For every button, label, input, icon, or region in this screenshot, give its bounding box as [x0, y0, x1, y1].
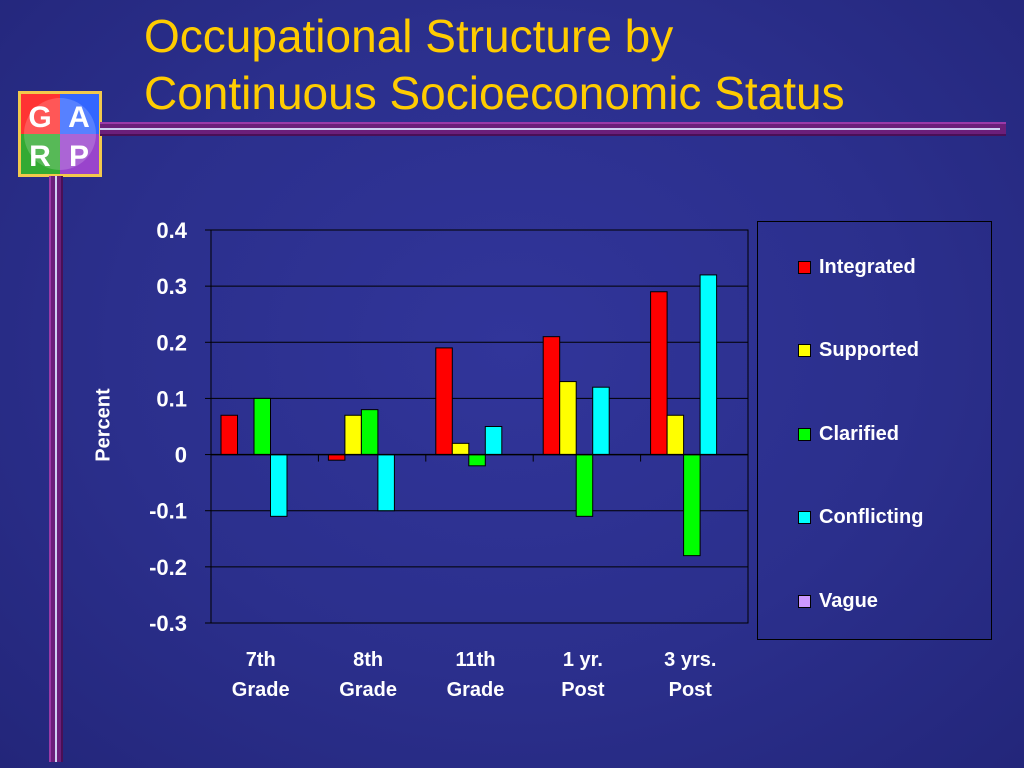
title-divider-horizontal — [100, 122, 1006, 136]
bar-conflicting — [699, 274, 718, 456]
legend-item-clarified: Clarified — [798, 422, 899, 446]
legend-label: Clarified — [819, 422, 900, 445]
bar-supported — [451, 442, 470, 456]
bar-integrated — [220, 414, 238, 456]
legend-item-supported: Supported — [798, 339, 919, 363]
x-tick-label: Grade — [447, 679, 505, 701]
bar-clarified — [468, 454, 486, 467]
bar-integrated — [435, 347, 453, 456]
logo-letter-g: G — [28, 101, 51, 134]
bar-clarified — [360, 409, 379, 456]
legend-swatch — [798, 511, 811, 524]
plot-frame — [210, 229, 749, 624]
chart-legend: Integrated Supported Clarified Conflicting V… — [757, 221, 992, 640]
bar-clarified — [253, 397, 271, 456]
legend-label: Conflicting — [819, 506, 924, 528]
bar-supported — [666, 414, 685, 456]
legend-item-integrated: Integrated — [798, 255, 916, 279]
bar-supported — [344, 414, 362, 456]
bar-conflicting — [377, 454, 395, 512]
legend-swatch — [798, 427, 811, 441]
y-tick-label: 0 — [175, 443, 187, 468]
x-tick-label: 1 yr. — [563, 649, 603, 671]
logo-letter-p: P — [69, 140, 89, 173]
logo-letter-r: R — [29, 140, 51, 173]
legend-swatch — [798, 260, 811, 274]
x-tick-label: Grade — [339, 679, 397, 701]
x-tick-label: Post — [669, 679, 713, 701]
legend-swatch — [798, 594, 811, 608]
y-tick-label: -0.1 — [149, 499, 187, 524]
legend-item-vague: Vague — [798, 589, 878, 613]
bar-clarified — [575, 454, 594, 517]
x-tick-label: Grade — [232, 679, 290, 701]
legend-swatch — [798, 344, 811, 357]
bar-clarified — [683, 454, 701, 557]
x-tick-label: Post — [561, 679, 605, 701]
slide-title: Occupational Structure by Continuous Soc… — [144, 8, 1004, 122]
y-axis-label: Percent — [92, 388, 115, 462]
bar-conflicting — [484, 426, 503, 456]
x-tick-label: 3 yrs. — [664, 649, 716, 671]
bar-integrated — [542, 336, 561, 456]
legend-item-conflicting: Conflicting — [798, 506, 923, 530]
y-tick-label: 0.2 — [156, 330, 187, 355]
x-tick-label: 11th — [455, 649, 495, 671]
y-tick-label: 0.3 — [156, 274, 187, 299]
slide-title-line-1: Occupational Structure by — [144, 10, 674, 62]
bar-integrated — [650, 291, 668, 456]
legend-label: Integrated — [819, 255, 916, 278]
garp-logo: G A R P — [18, 91, 102, 177]
bar-conflicting — [592, 386, 610, 456]
logo-letter-a: A — [68, 101, 90, 134]
bar-supported — [559, 381, 577, 456]
bar-integrated — [327, 454, 346, 461]
bar-conflicting — [270, 454, 288, 517]
legend-label: Supported — [819, 339, 919, 361]
x-tick-label: 8th — [353, 649, 383, 671]
y-tick-label: -0.2 — [149, 555, 187, 580]
y-tick-label: 0.4 — [156, 218, 187, 243]
title-divider-vertical — [49, 176, 63, 762]
y-tick-label: 0.1 — [156, 386, 187, 411]
legend-label: Vague — [819, 589, 878, 612]
x-tick-label: 7th — [246, 649, 276, 671]
y-tick-label: -0.3 — [149, 611, 187, 636]
slide-title-line-2: Continuous Socioeconomic Status — [144, 67, 845, 119]
